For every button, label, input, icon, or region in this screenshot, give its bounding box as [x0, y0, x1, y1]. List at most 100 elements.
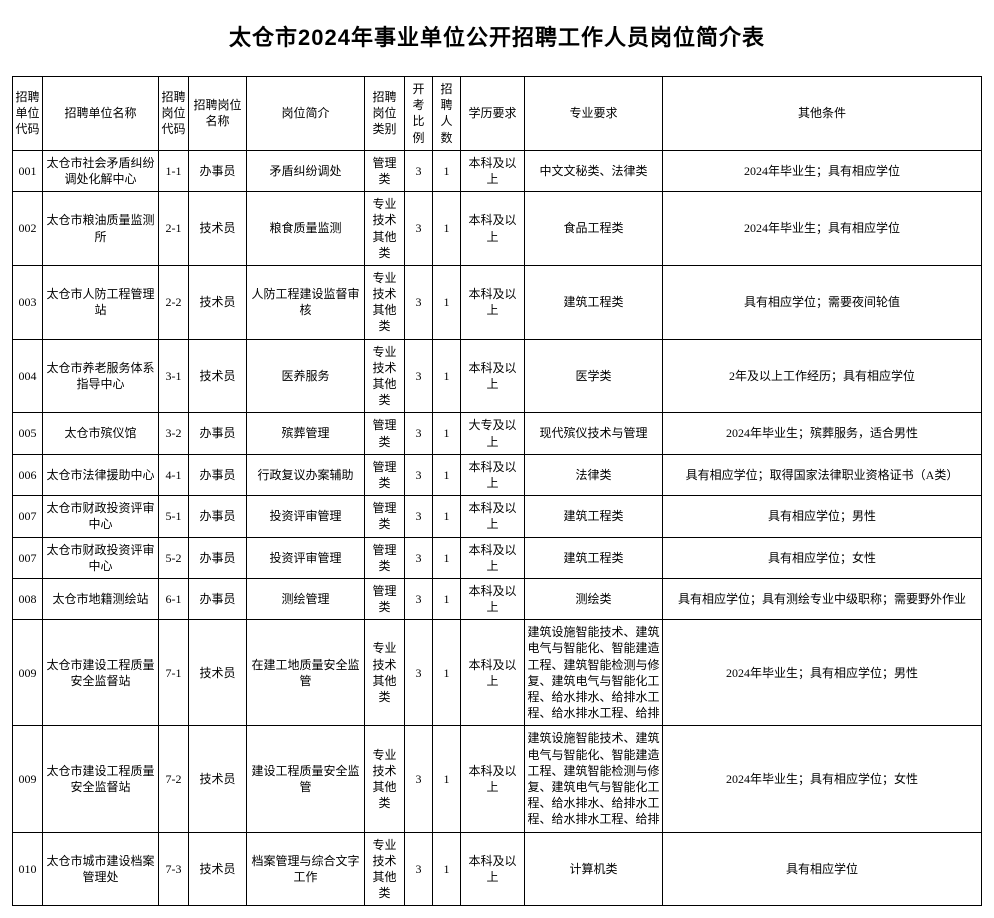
cell-category: 管理类	[365, 150, 405, 191]
cell-pos-name: 技术员	[189, 620, 247, 726]
cell-major: 计算机类	[525, 832, 663, 906]
cell-ratio: 3	[405, 537, 433, 578]
cell-ratio: 3	[405, 192, 433, 266]
col-count: 招聘人数	[433, 77, 461, 151]
cell-education: 本科及以上	[461, 192, 525, 266]
cell-other: 2年及以上工作经历；具有相应学位	[663, 339, 982, 413]
cell-count: 1	[433, 537, 461, 578]
col-unit-code: 招聘单位代码	[13, 77, 43, 151]
cell-unit-code: 006	[13, 454, 43, 495]
page-title: 太仓市2024年事业单位公开招聘工作人员岗位简介表	[12, 20, 982, 52]
table-row: 006太仓市法律援助中心4-1办事员行政复议办案辅助管理类31本科及以上法律类具…	[13, 454, 982, 495]
cell-major: 建筑设施智能技术、建筑电气与智能化、智能建造工程、建筑智能检测与修复、建筑电气与…	[525, 620, 663, 726]
cell-unit-name: 太仓市城市建设档案管理处	[43, 832, 159, 906]
cell-other: 具有相应学位；需要夜间轮值	[663, 265, 982, 339]
cell-pos-name: 办事员	[189, 578, 247, 619]
cell-education: 本科及以上	[461, 832, 525, 906]
cell-unit-name: 太仓市财政投资评审中心	[43, 496, 159, 537]
cell-education: 本科及以上	[461, 265, 525, 339]
col-unit-name: 招聘单位名称	[43, 77, 159, 151]
cell-pos-code: 2-2	[159, 265, 189, 339]
cell-major: 食品工程类	[525, 192, 663, 266]
cell-category: 管理类	[365, 413, 405, 454]
table-row: 009太仓市建设工程质量安全监督站7-2技术员建设工程质量安全监管专业技术其他类…	[13, 726, 982, 832]
cell-category: 管理类	[365, 537, 405, 578]
table-row: 010太仓市城市建设档案管理处7-3技术员档案管理与综合文字工作专业技术其他类3…	[13, 832, 982, 906]
cell-unit-name: 太仓市养老服务体系指导中心	[43, 339, 159, 413]
cell-pos-name: 办事员	[189, 496, 247, 537]
cell-category: 专业技术其他类	[365, 265, 405, 339]
cell-ratio: 3	[405, 496, 433, 537]
cell-count: 1	[433, 265, 461, 339]
cell-count: 1	[433, 192, 461, 266]
cell-pos-name: 技术员	[189, 339, 247, 413]
cell-unit-code: 007	[13, 537, 43, 578]
cell-unit-code: 005	[13, 413, 43, 454]
cell-brief: 投资评审管理	[247, 537, 365, 578]
cell-unit-name: 太仓市地籍测绘站	[43, 578, 159, 619]
col-major: 专业要求	[525, 77, 663, 151]
cell-category: 管理类	[365, 578, 405, 619]
table-row: 009太仓市建设工程质量安全监督站7-1技术员在建工地质量安全监管专业技术其他类…	[13, 620, 982, 726]
cell-pos-code: 2-1	[159, 192, 189, 266]
cell-unit-code: 001	[13, 150, 43, 191]
col-brief: 岗位简介	[247, 77, 365, 151]
cell-education: 本科及以上	[461, 496, 525, 537]
cell-major: 建筑工程类	[525, 265, 663, 339]
cell-brief: 档案管理与综合文字工作	[247, 832, 365, 906]
cell-count: 1	[433, 832, 461, 906]
cell-pos-name: 办事员	[189, 537, 247, 578]
cell-unit-code: 009	[13, 726, 43, 832]
cell-brief: 在建工地质量安全监管	[247, 620, 365, 726]
cell-pos-code: 1-1	[159, 150, 189, 191]
cell-pos-name: 技术员	[189, 192, 247, 266]
cell-other: 具有相应学位；女性	[663, 537, 982, 578]
cell-unit-name: 太仓市建设工程质量安全监督站	[43, 620, 159, 726]
cell-category: 专业技术其他类	[365, 339, 405, 413]
cell-other: 2024年毕业生；具有相应学位	[663, 192, 982, 266]
cell-ratio: 3	[405, 150, 433, 191]
cell-pos-code: 3-2	[159, 413, 189, 454]
cell-pos-code: 6-1	[159, 578, 189, 619]
col-pos-name: 招聘岗位名称	[189, 77, 247, 151]
cell-other: 2024年毕业生；具有相应学位；女性	[663, 726, 982, 832]
cell-pos-code: 5-1	[159, 496, 189, 537]
cell-other: 2024年毕业生；具有相应学位；男性	[663, 620, 982, 726]
cell-major: 现代殡仪技术与管理	[525, 413, 663, 454]
cell-pos-code: 7-3	[159, 832, 189, 906]
table-head: 招聘单位代码 招聘单位名称 招聘岗位代码 招聘岗位名称 岗位简介 招聘岗位类别 …	[13, 77, 982, 151]
cell-unit-code: 007	[13, 496, 43, 537]
cell-brief: 矛盾纠纷调处	[247, 150, 365, 191]
cell-ratio: 3	[405, 339, 433, 413]
cell-major: 建筑工程类	[525, 537, 663, 578]
cell-count: 1	[433, 454, 461, 495]
table-row: 004太仓市养老服务体系指导中心3-1技术员医养服务专业技术其他类31本科及以上…	[13, 339, 982, 413]
table-body: 001太仓市社会矛盾纠纷调处化解中心1-1办事员矛盾纠纷调处管理类31本科及以上…	[13, 150, 982, 906]
cell-major: 医学类	[525, 339, 663, 413]
cell-brief: 医养服务	[247, 339, 365, 413]
table-row: 007太仓市财政投资评审中心5-1办事员投资评审管理管理类31本科及以上建筑工程…	[13, 496, 982, 537]
cell-education: 本科及以上	[461, 578, 525, 619]
cell-pos-code: 4-1	[159, 454, 189, 495]
cell-ratio: 3	[405, 413, 433, 454]
col-ratio: 开考比例	[405, 77, 433, 151]
cell-brief: 粮食质量监测	[247, 192, 365, 266]
cell-education: 大专及以上	[461, 413, 525, 454]
position-table: 招聘单位代码 招聘单位名称 招聘岗位代码 招聘岗位名称 岗位简介 招聘岗位类别 …	[12, 76, 982, 906]
cell-pos-name: 办事员	[189, 413, 247, 454]
cell-count: 1	[433, 339, 461, 413]
cell-other: 具有相应学位	[663, 832, 982, 906]
cell-major: 建筑工程类	[525, 496, 663, 537]
cell-count: 1	[433, 496, 461, 537]
cell-unit-name: 太仓市粮油质量监测所	[43, 192, 159, 266]
cell-pos-code: 7-2	[159, 726, 189, 832]
cell-category: 专业技术其他类	[365, 620, 405, 726]
cell-brief: 测绘管理	[247, 578, 365, 619]
cell-unit-name: 太仓市财政投资评审中心	[43, 537, 159, 578]
cell-education: 本科及以上	[461, 620, 525, 726]
table-row: 003太仓市人防工程管理站2-2技术员人防工程建设监督审核专业技术其他类31本科…	[13, 265, 982, 339]
cell-other: 2024年毕业生；殡葬服务，适合男性	[663, 413, 982, 454]
cell-unit-code: 003	[13, 265, 43, 339]
cell-pos-name: 办事员	[189, 454, 247, 495]
cell-other: 具有相应学位；具有测绘专业中级职称；需要野外作业	[663, 578, 982, 619]
